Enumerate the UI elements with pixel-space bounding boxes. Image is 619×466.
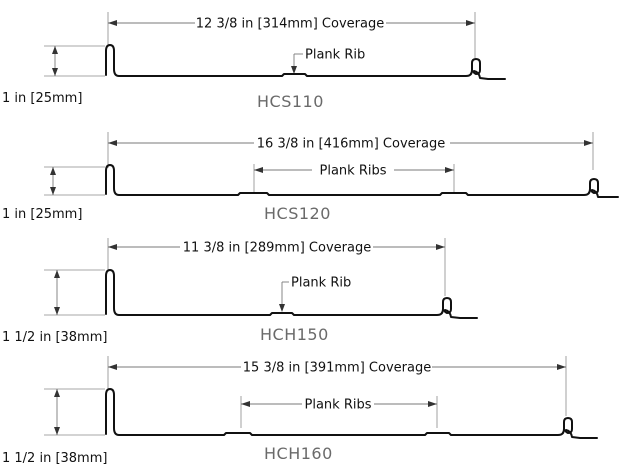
- panel-hcs110: 12 3/8 in [314mm] Coverage 1 in [25mm] P…: [2, 12, 506, 111]
- coverage-label: 16 3/8 in [416mm] Coverage: [257, 137, 445, 152]
- plank-rib-label: Plank Rib: [305, 48, 365, 63]
- coverage-dimension: 16 3/8 in [416mm] Coverage: [107, 132, 594, 170]
- height-dimension: 1 1/2 in [38mm]: [2, 388, 107, 466]
- panel-profile: [105, 164, 619, 198]
- panel-hch160: 15 3/8 in [391mm] Coverage 1 1/2 in [38m…: [2, 356, 598, 466]
- height-dimension: 1 in [25mm]: [2, 166, 105, 222]
- height-label: 1 1/2 in [38mm]: [2, 330, 107, 345]
- panel-profile: [105, 388, 598, 439]
- height-label: 1 1/2 in [38mm]: [2, 451, 107, 466]
- panel-profile: [105, 44, 506, 80]
- coverage-label: 15 3/8 in [391mm] Coverage: [243, 361, 431, 376]
- plank-ribs-label: Plank Ribs: [305, 398, 372, 413]
- coverage-dimension: 15 3/8 in [391mm] Coverage: [107, 356, 567, 416]
- height-label: 1 in [25mm]: [2, 207, 82, 222]
- coverage-label: 12 3/8 in [314mm] Coverage: [196, 17, 384, 32]
- plank-ribs-callout: Plank Ribs: [253, 164, 455, 192]
- panel-profile: [105, 269, 478, 319]
- panel-hch150: 11 3/8 in [289mm] Coverage 1 1/2 in [38m…: [2, 238, 478, 345]
- plank-ribs-callout: Plank Ribs: [240, 396, 438, 428]
- height-dimension: 1 in [25mm]: [2, 45, 105, 106]
- plank-rib-callout: Plank Rib: [279, 276, 351, 312]
- plank-ribs-label: Plank Ribs: [320, 164, 387, 179]
- panel-name: HCH160: [264, 444, 333, 463]
- coverage-dimension: 12 3/8 in [314mm] Coverage: [107, 12, 476, 58]
- height-label: 1 in [25mm]: [2, 91, 82, 106]
- height-dimension: 1 1/2 in [38mm]: [2, 269, 107, 345]
- coverage-dimension: 11 3/8 in [289mm] Coverage: [107, 238, 446, 296]
- panel-hcs120: 16 3/8 in [416mm] Coverage 1 in [25mm] P…: [2, 132, 619, 223]
- panel-name: HCH150: [260, 325, 329, 344]
- plank-rib-callout: Plank Rib: [291, 48, 365, 74]
- coverage-label: 11 3/8 in [289mm] Coverage: [183, 241, 371, 256]
- plank-rib-label: Plank Rib: [291, 276, 351, 291]
- panel-name: HCS120: [264, 204, 331, 223]
- panel-name: HCS110: [257, 92, 324, 111]
